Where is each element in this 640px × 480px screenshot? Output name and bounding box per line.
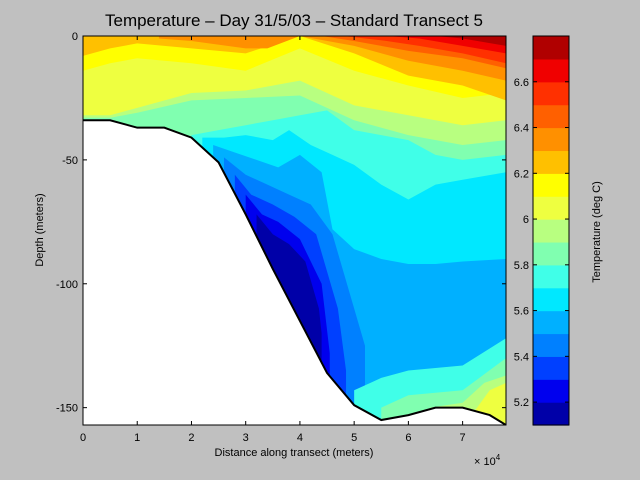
colorbar-swatch xyxy=(533,379,569,403)
fill-level-6.7 xyxy=(435,36,506,46)
x-tick-label: 2 xyxy=(188,432,194,444)
x-tick-label: 3 xyxy=(243,432,249,444)
colorbar-swatch xyxy=(533,150,569,174)
colorbar-label: Temperature (deg C) xyxy=(591,181,603,283)
plot-area: 0 1 2 3 4 5 6 7 0 -50 -100 -150 xyxy=(56,31,507,444)
colorbar-tick-label: 5.4 xyxy=(514,351,529,363)
x-axis-label: Distance along transect (meters) xyxy=(215,447,374,459)
colorbar-tick-label: 5.2 xyxy=(514,397,529,409)
colorbar-tick-label: 6.4 xyxy=(514,123,529,135)
colorbar-tick-label: 6 xyxy=(523,214,529,226)
y-tick-label: 0 xyxy=(72,31,78,43)
x-axis-ticks: 0 1 2 3 4 5 6 7 xyxy=(80,36,466,444)
colorbar-swatch xyxy=(533,264,569,289)
x-multiplier-exponent: 4 xyxy=(496,453,501,462)
y-tick-label: -150 xyxy=(56,403,78,415)
y-tick-label: -100 xyxy=(56,279,78,291)
colorbar-swatch xyxy=(533,333,569,357)
x-tick-label: 5 xyxy=(351,432,357,444)
colorbar-tick-label: 5.8 xyxy=(514,260,529,272)
x-tick-label: 7 xyxy=(460,432,466,444)
colorbar-swatch xyxy=(533,241,569,266)
x-tick-label: 0 xyxy=(80,432,86,444)
x-tick-label: 6 xyxy=(405,432,411,444)
seabed xyxy=(83,120,506,425)
colorbar-tick-label: 6.6 xyxy=(514,77,529,89)
plot-frame xyxy=(82,35,507,426)
y-tick-label: -50 xyxy=(62,155,78,167)
colorbar-swatch xyxy=(533,196,569,220)
colorbar-swatch xyxy=(533,58,569,83)
colorbar-swatch xyxy=(533,402,569,426)
colorbar-swatch xyxy=(533,356,569,380)
colorbar-swatch xyxy=(533,173,569,197)
colorbar-swatch xyxy=(533,127,569,152)
y-axis-label: Depth (meters) xyxy=(34,193,46,266)
x-axis-multiplier: × 104 xyxy=(474,453,501,468)
seabed-outline xyxy=(83,119,506,425)
colorbar-swatch xyxy=(533,104,569,129)
colorbar-swatch xyxy=(533,310,569,335)
colorbar-swatch xyxy=(533,81,569,106)
colorbar-swatch xyxy=(533,219,569,243)
x-tick-label: 1 xyxy=(134,432,140,444)
colorbar: 5.2 5.4 5.6 5.8 6 6.2 6.4 6.6 xyxy=(514,35,570,426)
colorbar-tick-label: 5.6 xyxy=(514,306,529,318)
colorbar-frame xyxy=(532,35,570,426)
colorbar-swatch xyxy=(533,36,569,60)
colorbar-tick-label: 6.2 xyxy=(514,168,529,180)
x-multiplier-base: × 10 xyxy=(474,456,496,468)
colorbar-swatch xyxy=(533,287,569,312)
y-axis-ticks: 0 -50 -100 -150 xyxy=(56,31,506,415)
seabed-layer xyxy=(83,119,506,425)
x-tick-label: 4 xyxy=(297,432,303,444)
chart-title: Temperature – Day 31/5/03 – Standard Tra… xyxy=(105,11,483,30)
